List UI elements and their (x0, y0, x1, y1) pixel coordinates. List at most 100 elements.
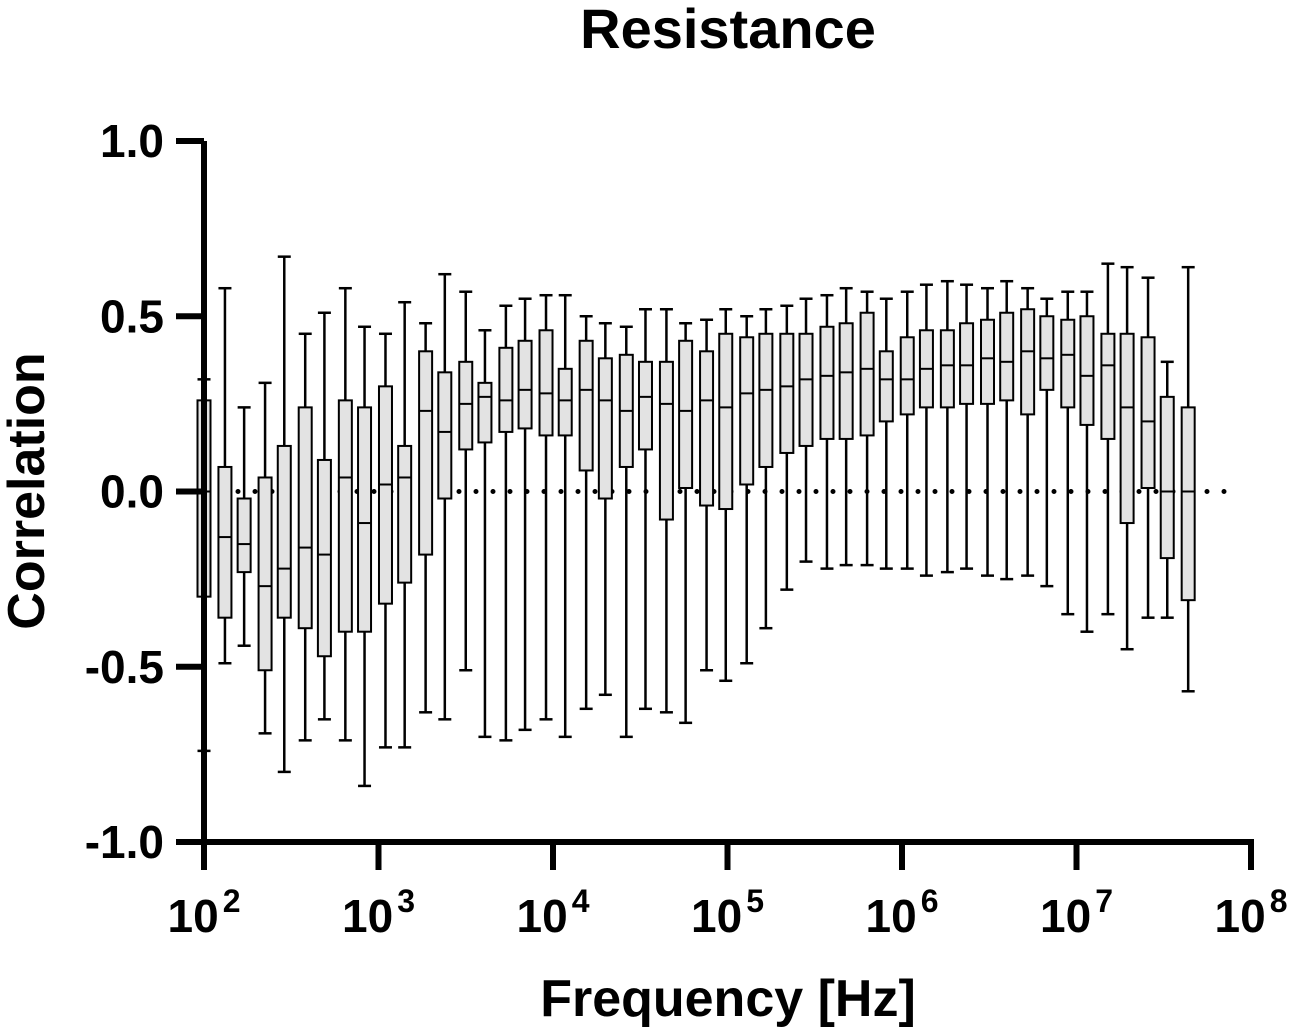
box-31 (798, 297, 814, 563)
box-iqr (1060, 318, 1076, 409)
x-tick-label: 10 8 (1215, 883, 1288, 942)
box-iqr (458, 360, 474, 451)
box-iqr (276, 444, 292, 619)
box-iqr (217, 465, 233, 619)
box-iqr (498, 346, 514, 433)
box-49 (1159, 360, 1175, 619)
box-28 (739, 315, 755, 665)
box-17 (517, 297, 533, 732)
box-iqr (297, 406, 313, 630)
box-15 (477, 329, 493, 739)
box-38 (939, 279, 955, 574)
box-iqr (1119, 332, 1135, 525)
box-iqr (878, 350, 894, 423)
box-25 (678, 322, 694, 725)
box-iqr (658, 360, 674, 521)
y-tick-label: 0.0 (100, 466, 164, 518)
box-14 (458, 290, 474, 672)
x-tick-label: 10 2 (168, 883, 241, 942)
box-iqr (1100, 332, 1116, 440)
box-6 (297, 332, 313, 742)
box-iqr (939, 329, 955, 409)
box-iqr (257, 476, 273, 672)
box-iqr (1079, 315, 1095, 426)
box-27 (718, 307, 734, 683)
box-iqr (538, 329, 554, 437)
box-10 (377, 332, 393, 749)
box-35 (878, 297, 894, 570)
x-axis-label: Frequency [Hz] (540, 970, 916, 1028)
box-iqr (1039, 315, 1055, 391)
box-5 (276, 255, 292, 774)
box-48 (1140, 276, 1156, 619)
box-iqr (1140, 336, 1156, 489)
box-iqr (377, 385, 393, 605)
box-iqr (859, 311, 875, 437)
box-13 (437, 272, 453, 721)
box-26 (699, 318, 715, 672)
box-iqr (739, 336, 755, 486)
box-32 (819, 293, 835, 570)
x-tick-label: 10 3 (342, 883, 415, 942)
box-iqr (1159, 395, 1175, 560)
box-29 (758, 307, 774, 630)
box-7 (316, 311, 332, 721)
axes: 1.0 0.5 0.0 -0.5 -1.010 2 10 3 10 4 10 5 10 6 10 7 10 8 (85, 115, 1288, 942)
x-tick-label: 10 6 (866, 883, 939, 942)
box-30 (779, 304, 795, 591)
y-tick-label: -1.0 (85, 816, 164, 868)
y-tick-label: 1.0 (100, 115, 164, 167)
box-iqr (980, 318, 996, 405)
box-iqr (357, 406, 373, 633)
x-tick-label: 10 4 (517, 883, 590, 942)
box-23 (637, 307, 653, 711)
box-iqr (477, 381, 493, 444)
box-iqr (1180, 406, 1196, 602)
box-44 (1060, 290, 1076, 616)
box-18 (538, 293, 554, 721)
box-iqr (397, 444, 413, 584)
box-34 (859, 290, 875, 567)
box-11 (397, 300, 413, 749)
box-46 (1100, 262, 1116, 616)
box-series (196, 255, 1196, 788)
box-9 (357, 325, 373, 788)
box-iqr (1020, 308, 1036, 416)
box-iqr (597, 357, 613, 500)
box-2 (217, 286, 233, 665)
box-8 (337, 286, 353, 742)
box-39 (959, 283, 975, 570)
box-iqr (798, 332, 814, 447)
box-iqr (337, 399, 353, 633)
chart-title: Resistance (580, 0, 876, 60)
box-3 (236, 406, 252, 647)
box-47 (1119, 265, 1135, 651)
y-axis-label: Correlation (0, 352, 56, 629)
box-42 (1020, 286, 1036, 577)
box-iqr (758, 332, 774, 468)
box-40 (980, 286, 996, 577)
y-tick-label: 0.5 (100, 290, 164, 342)
box-iqr (437, 371, 453, 500)
x-tick-label: 10 5 (691, 883, 764, 942)
box-iqr (899, 336, 915, 416)
box-41 (999, 279, 1015, 581)
box-iqr (557, 367, 573, 437)
box-iqr (637, 360, 653, 451)
box-20 (578, 315, 594, 711)
box-iqr (959, 322, 975, 405)
y-tick-label: -0.5 (85, 641, 164, 693)
box-iqr (236, 497, 252, 574)
box-50 (1180, 265, 1196, 693)
box-iqr (578, 339, 594, 472)
box-24 (658, 307, 674, 714)
box-43 (1039, 297, 1055, 588)
x-tick-label: 10 7 (1040, 883, 1113, 942)
box-21 (597, 322, 613, 697)
box-37 (918, 283, 934, 577)
box-4 (257, 381, 273, 735)
box-33 (838, 286, 854, 567)
box-iqr (699, 350, 715, 507)
box-iqr (718, 332, 734, 511)
box-12 (418, 322, 434, 714)
